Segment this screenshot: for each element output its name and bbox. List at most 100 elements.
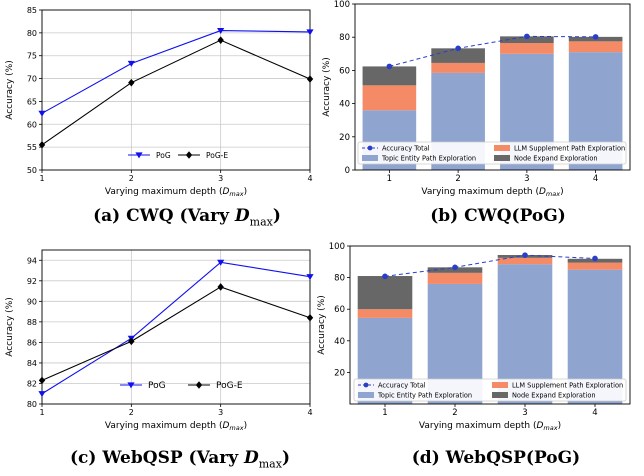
accuracy-total-point	[592, 255, 598, 262]
data-point	[128, 337, 135, 346]
y-tick-label: 80	[334, 274, 345, 284]
data-point	[38, 110, 46, 117]
bar-node-expand	[362, 66, 417, 86]
y-tick-label: 20	[334, 368, 345, 378]
x-tick-label: 3	[218, 408, 223, 417]
legend-marker	[135, 152, 143, 159]
bar-llm-supplement	[431, 62, 485, 73]
series-line-pog-e	[41, 39, 311, 146]
x-tick-label: 4	[592, 408, 597, 418]
x-tick-label: 2	[129, 408, 134, 417]
y-tick-label: 84	[27, 359, 37, 368]
data-point	[306, 29, 314, 36]
y-axis-label: Accuracy (%)	[5, 297, 15, 357]
bar-llm-supplement	[362, 85, 417, 111]
bar-llm-supplement	[427, 272, 483, 284]
data-point	[306, 313, 314, 322]
legend-label: Node Expand Exploration	[512, 392, 596, 400]
x-axis-label: Varying maximum depth (Dmax)	[419, 421, 561, 432]
y-tick-label: 85	[27, 6, 37, 15]
series-line-pog	[41, 261, 311, 395]
bar-node-expand	[500, 36, 554, 44]
y-axis-label: Accuracy (%)	[317, 295, 327, 355]
legend-label: Topic Entity Path Exploration	[377, 392, 472, 400]
data-point	[217, 283, 224, 291]
legend-label: LLM Supplement Path Exploration	[512, 382, 623, 390]
caption-a: (a) CWQ (Vary Dmax)	[93, 206, 281, 229]
x-tick-label: 2	[129, 174, 134, 183]
plot-frame	[354, 3, 631, 171]
series-line-pog	[41, 30, 311, 114]
y-tick-label: 65	[27, 97, 37, 106]
legend-swatch	[494, 145, 510, 151]
accuracy-total-line	[384, 254, 596, 277]
series-line-pog-e	[41, 286, 311, 381]
x-tick-label: 3	[524, 174, 529, 184]
y-tick-label: 80	[339, 33, 350, 43]
legend-label: Topic Entity Path Exploration	[381, 155, 476, 163]
accuracy-total-point	[455, 45, 461, 52]
accuracy-total-point	[386, 63, 393, 70]
x-tick-label: 2	[452, 408, 457, 418]
x-tick-label: 1	[382, 408, 387, 418]
data-point	[128, 78, 135, 87]
y-tick-label: 40	[334, 337, 345, 347]
y-tick-label: 0	[345, 166, 350, 176]
legend-box	[357, 141, 627, 165]
y-tick-label: 100	[329, 242, 345, 252]
legend-swatch	[492, 392, 508, 398]
y-tick-label: 50	[27, 166, 37, 175]
x-tick-label: 2	[455, 174, 460, 184]
legend-label: PoG-E	[216, 381, 243, 391]
caption-c: (c) WebQSP (Vary Dmax)	[70, 448, 290, 471]
legend-label: Node Expand Exploration	[514, 155, 598, 163]
data-point	[217, 27, 225, 34]
accuracy-total-point	[382, 273, 388, 280]
legend-marker	[363, 382, 369, 388]
y-tick-label: 40	[339, 100, 350, 110]
legend-label: PoG	[156, 151, 171, 160]
legend-label: LLM Supplement Path Exploration	[514, 145, 625, 153]
legend-swatch	[362, 155, 378, 161]
plot-frame	[41, 9, 311, 171]
bar-llm-supplement	[500, 43, 554, 54]
y-tick-label: 80	[27, 29, 37, 38]
data-point	[217, 259, 225, 266]
data-point	[306, 274, 314, 281]
plot-frame	[41, 249, 311, 405]
x-tick-label: 4	[593, 174, 598, 184]
x-tick-label: 4	[307, 174, 312, 183]
x-axis-label: Varying maximum depth (Dmax)	[421, 187, 563, 198]
legend-swatch	[494, 155, 510, 161]
data-point	[306, 75, 314, 83]
legend-label: Accuracy Total	[382, 145, 430, 153]
accuracy-total-point	[524, 33, 530, 40]
x-axis-label: Varying maximum depth (Dmax)	[105, 187, 247, 198]
bar-llm-supplement	[567, 262, 623, 270]
data-point	[38, 376, 46, 385]
accuracy-total-point	[592, 34, 599, 40]
caption-d: (d) WebQSP(PoG)	[411, 448, 581, 468]
x-tick-label: 3	[218, 174, 223, 183]
data-point	[217, 36, 224, 44]
y-tick-label: 60	[27, 120, 37, 129]
x-tick-label: 3	[522, 408, 527, 418]
legend-marker	[185, 151, 193, 159]
y-tick-label: 80	[27, 400, 37, 409]
y-tick-label: 60	[334, 305, 345, 315]
legend-label: PoG	[148, 381, 166, 391]
bar-llm-supplement	[357, 309, 413, 318]
y-tick-label: 100	[334, 0, 350, 10]
y-tick-label: 92	[27, 277, 37, 286]
legend-marker	[127, 382, 135, 389]
plot-frame	[349, 245, 631, 405]
data-point	[127, 60, 135, 67]
legend-swatch	[358, 392, 374, 398]
y-tick-label: 60	[339, 66, 350, 76]
accuracy-total-point	[522, 252, 528, 258]
accuracy-total-line	[389, 35, 596, 67]
legend-marker	[367, 145, 373, 151]
y-tick-label: 88	[27, 318, 37, 327]
y-axis-label: Accuracy (%)	[5, 60, 15, 120]
